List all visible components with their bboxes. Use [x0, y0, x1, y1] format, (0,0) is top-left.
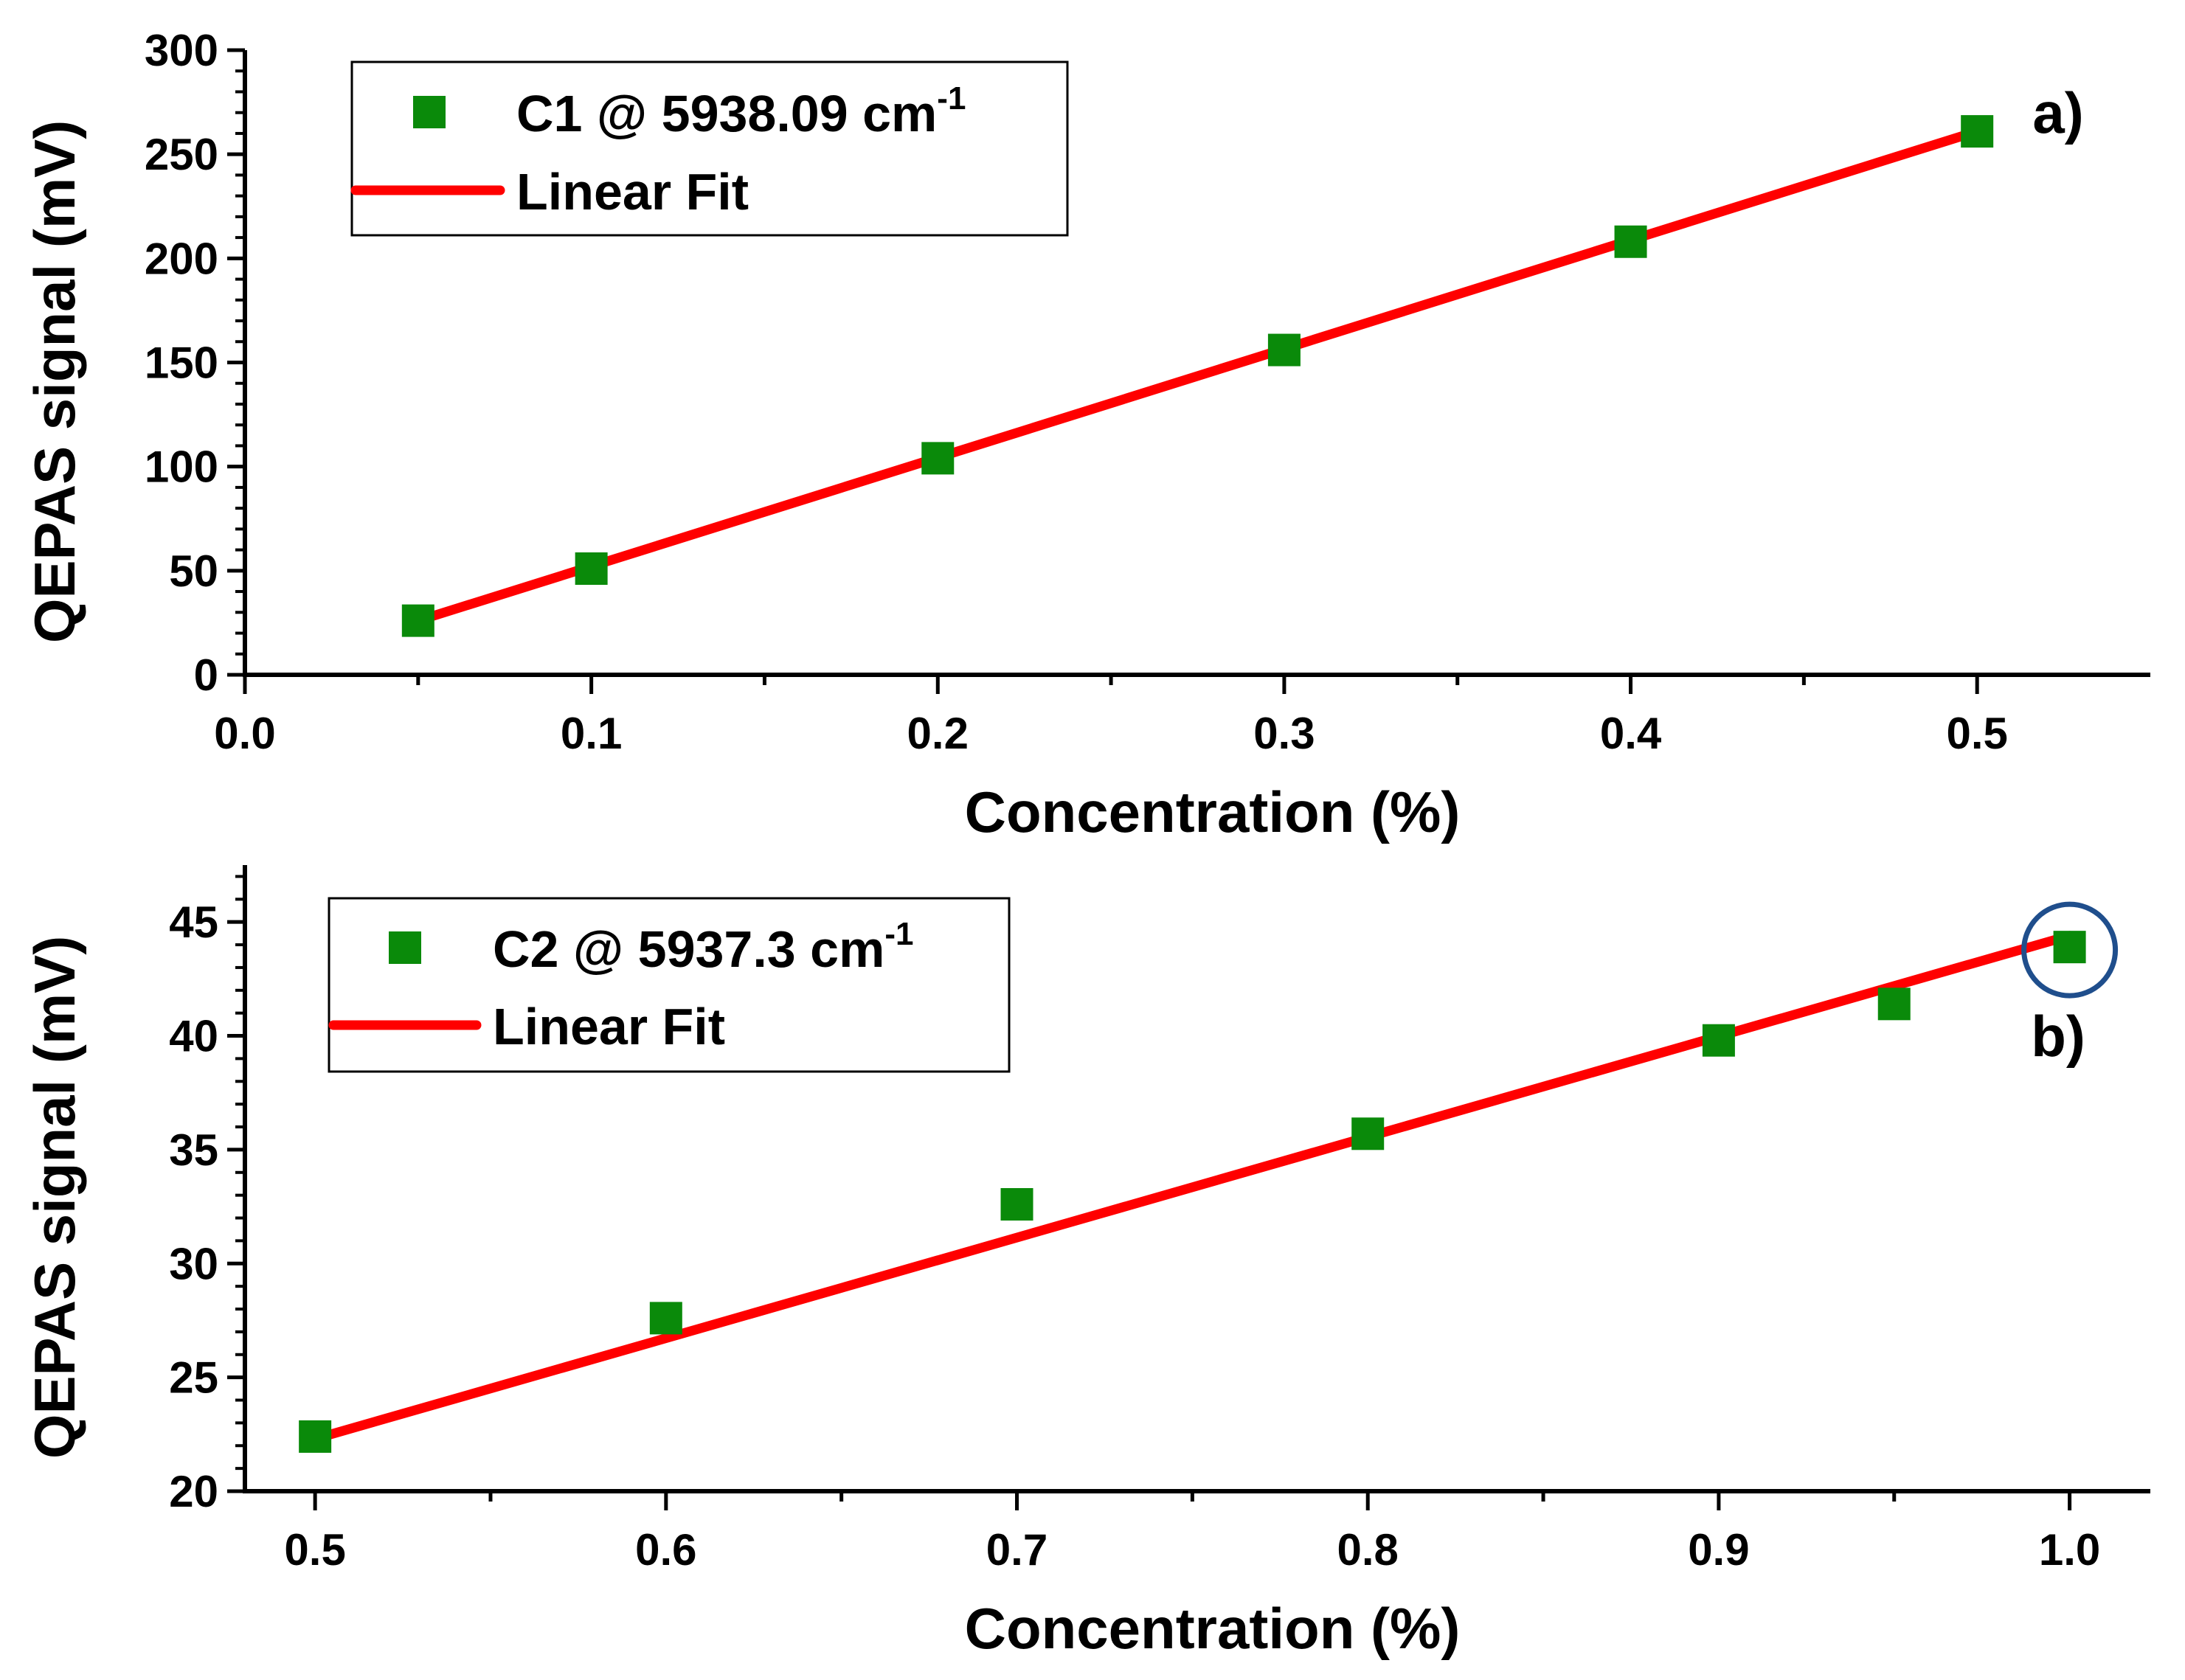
legend-box — [350, 60, 1069, 237]
linear-fit-line — [413, 126, 1982, 626]
y-tick-label: 200 — [145, 234, 218, 283]
data-point — [299, 1420, 332, 1453]
x-tick-label: 0.4 — [1600, 709, 1662, 758]
legend-series-name: C2 @ 5937.3 cm — [493, 920, 884, 978]
data-point — [921, 442, 955, 475]
legend-series-superscript: -1 — [884, 916, 913, 952]
x-tick-label: 0.9 — [1688, 1525, 1749, 1575]
data-point — [1000, 1188, 1033, 1221]
y-tick-label: 35 — [169, 1125, 218, 1175]
x-tick-label: 0.3 — [1253, 709, 1315, 758]
data-point — [575, 552, 608, 586]
highlight-circle — [2021, 901, 2119, 999]
data-point — [1877, 987, 1911, 1021]
y-tick-label: 20 — [169, 1467, 218, 1516]
legend-series-label: C2 @ 5937.3 cm-1 — [493, 916, 913, 978]
data-point — [1267, 333, 1301, 367]
data-point — [649, 1302, 682, 1335]
y-tick-label: 250 — [145, 130, 218, 179]
y-tick-label: 150 — [145, 339, 218, 388]
legend-fit-label: Linear Fit — [516, 163, 749, 221]
y-tick-label: 50 — [169, 546, 218, 596]
x-tick-label: 0.0 — [214, 709, 275, 758]
panel-label: b) — [2031, 1004, 2085, 1069]
y-tick-label: 45 — [169, 898, 218, 947]
legend-fit-label: Linear Fit — [493, 998, 725, 1055]
x-axis-title: Concentration (%) — [965, 1596, 1461, 1661]
x-tick-label: 0.8 — [1337, 1525, 1398, 1575]
y-axis-title: QEPAS signal (mV) — [22, 936, 87, 1459]
legend-box — [328, 897, 1011, 1073]
y-tick-label: 300 — [145, 26, 218, 75]
y-tick-label: 40 — [169, 1012, 218, 1061]
data-point — [1614, 225, 1647, 258]
legend-series-superscript: -1 — [937, 80, 966, 117]
data-point — [1961, 115, 1994, 148]
x-tick-label: 0.7 — [986, 1525, 1048, 1575]
legend-series-name: C1 @ 5938.09 cm — [516, 85, 937, 142]
y-axis-title: QEPAS signal (mV) — [22, 120, 87, 643]
x-tick-label: 0.1 — [561, 709, 622, 758]
legend: C2 @ 5937.3 cm-1 Linear Fit — [328, 897, 1011, 1073]
legend-series-label: C1 @ 5938.09 cm-1 — [516, 80, 966, 142]
y-tick-label: 25 — [169, 1353, 218, 1403]
x-tick-label: 0.5 — [284, 1525, 345, 1575]
x-axis-title: Concentration (%) — [965, 780, 1461, 844]
x-tick-label: 1.0 — [2039, 1525, 2100, 1575]
panel-label: a) — [2032, 80, 2083, 145]
y-tick-label: 0 — [194, 650, 218, 700]
data-point — [401, 604, 434, 637]
chart-panel-b: 0.5 0.6 0.7 0.8 0.9 1.0 20 25 30 35 40 45 Concentrat… — [22, 865, 2150, 1661]
chart-panel-a: 0.0 0.1 0.2 0.3 0.4 0.5 0 50 100 150 200 250 300 Conc… — [22, 26, 2150, 844]
linear-fit-line — [310, 931, 2075, 1444]
y-tick-label: 30 — [169, 1239, 218, 1288]
legend: C1 @ 5938.09 cm-1 Linear Fit — [350, 60, 1069, 237]
y-tick-label: 100 — [145, 442, 218, 492]
data-point — [1351, 1117, 1385, 1150]
x-tick-label: 0.6 — [635, 1525, 696, 1575]
data-point — [2053, 931, 2086, 964]
x-tick-label: 0.5 — [1946, 709, 2007, 758]
legend-marker-square — [389, 931, 421, 964]
x-tick-label: 0.2 — [907, 709, 969, 758]
data-point — [1702, 1024, 1735, 1057]
legend-marker-square — [413, 96, 446, 128]
